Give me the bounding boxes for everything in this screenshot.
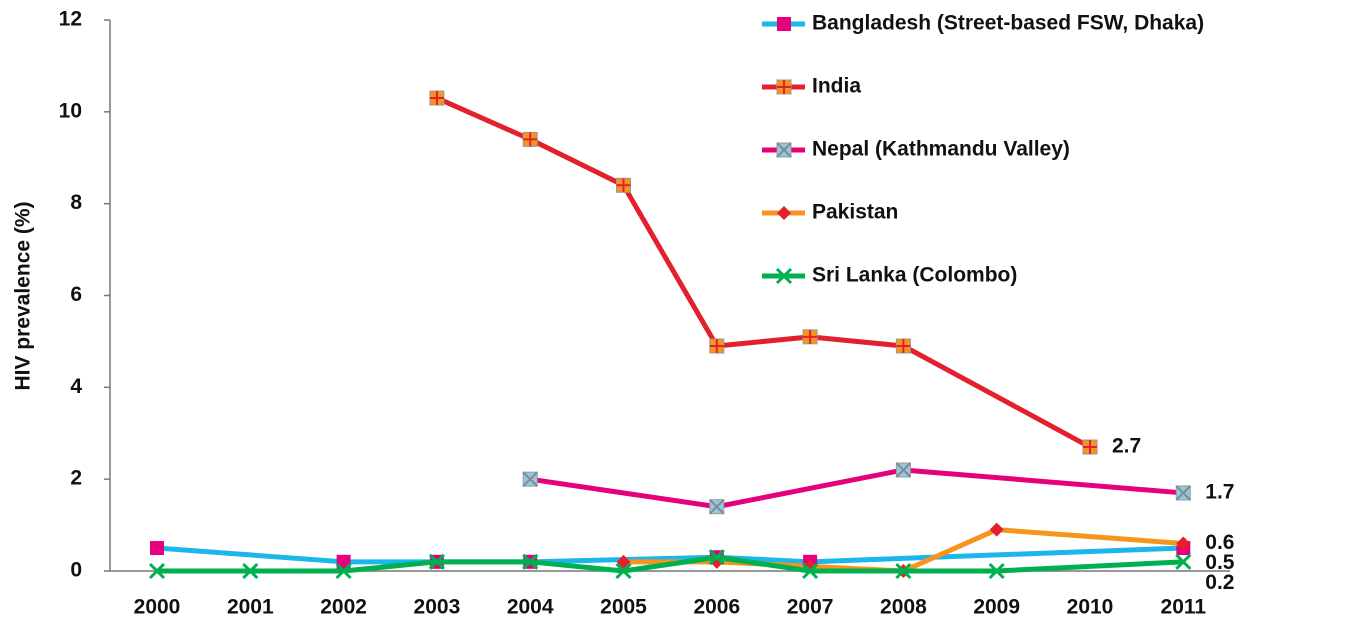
marker — [895, 462, 912, 478]
marker-cross — [523, 132, 538, 147]
series — [148, 549, 1192, 580]
marker-cross — [896, 339, 911, 354]
legend-marker — [777, 206, 791, 220]
y-axis-label: HIV prevalence (%) — [12, 201, 35, 390]
marker — [336, 554, 351, 569]
marker — [615, 562, 632, 580]
legend-marker — [777, 17, 791, 31]
marker-cross — [709, 499, 725, 515]
x-tick-label: 2007 — [787, 596, 834, 619]
legend-marker — [776, 79, 792, 95]
marker-cross — [429, 91, 444, 106]
y-tick-label: 10 — [59, 99, 82, 122]
marker — [709, 338, 725, 354]
marker-cross — [803, 329, 818, 344]
legend-marker — [776, 142, 792, 158]
x-tick-label: 2009 — [973, 596, 1020, 619]
y-tick-label: 0 — [70, 559, 82, 582]
marker — [708, 549, 725, 566]
legend-label: Bangladesh (Street-based FSW, Dhaka) — [812, 12, 1204, 35]
marker-cross — [777, 80, 791, 94]
marker — [895, 562, 912, 580]
marker — [709, 499, 725, 515]
marker — [988, 562, 1005, 580]
y-tick-label: 2 — [70, 467, 82, 490]
marker — [989, 522, 1004, 537]
marker — [148, 562, 166, 580]
marker — [428, 553, 445, 570]
marker — [242, 562, 259, 580]
marker — [1175, 553, 1192, 570]
x-tick-label: 2002 — [320, 596, 367, 619]
y-tick-label: 6 — [70, 283, 82, 306]
x-tick-label: 2011 — [1161, 596, 1207, 619]
x-tick-label: 2006 — [693, 596, 740, 619]
legend-marker — [775, 267, 793, 285]
marker-cross — [709, 339, 724, 354]
marker-cross — [616, 178, 631, 193]
marker — [802, 329, 818, 345]
marker — [522, 553, 539, 570]
legend-label: Nepal (Kathmandu Valley) — [812, 138, 1070, 161]
marker-box — [150, 541, 164, 556]
marker-cross — [1175, 485, 1192, 501]
y-tick-label: 4 — [70, 375, 82, 398]
legend-label: Pakistan — [812, 201, 898, 224]
marker-cross — [776, 142, 792, 158]
series — [522, 462, 1192, 515]
data-label: 0.2 — [1205, 571, 1234, 594]
data-label: 1.7 — [1205, 480, 1234, 503]
marker — [335, 562, 352, 580]
legend-label: Sri Lanka (Colombo) — [812, 264, 1017, 287]
marker-box — [777, 17, 791, 31]
data-label: 2.7 — [1112, 435, 1141, 458]
x-tick-label: 2008 — [880, 596, 927, 619]
marker — [895, 338, 911, 354]
marker-box — [336, 554, 351, 569]
marker — [522, 131, 538, 147]
series-line — [529, 467, 1184, 510]
marker — [616, 554, 631, 569]
y-tick-label: 8 — [70, 191, 82, 214]
y-tick-label: 12 — [59, 8, 82, 31]
marker — [150, 541, 164, 556]
data-label: 0.5 — [1205, 551, 1235, 574]
data-label: 0.6 — [1205, 531, 1234, 554]
x-tick-label: 2010 — [1067, 596, 1114, 619]
x-tick-label: 2000 — [134, 596, 181, 619]
marker — [522, 471, 538, 487]
marker-cross — [522, 471, 538, 487]
x-tick-label: 2005 — [600, 596, 647, 619]
marker — [429, 90, 445, 106]
x-tick-label: 2003 — [414, 596, 461, 619]
series — [429, 90, 1098, 455]
marker — [1082, 439, 1098, 455]
marker — [1176, 536, 1191, 551]
marker — [1175, 485, 1192, 501]
legend-label: India — [812, 75, 861, 98]
marker-cross — [1083, 440, 1097, 455]
marker — [802, 562, 819, 580]
x-tick-label: 2004 — [507, 596, 554, 619]
x-tick-label: 2001 — [227, 596, 274, 619]
marker-cross — [895, 462, 912, 478]
marker — [616, 177, 631, 193]
